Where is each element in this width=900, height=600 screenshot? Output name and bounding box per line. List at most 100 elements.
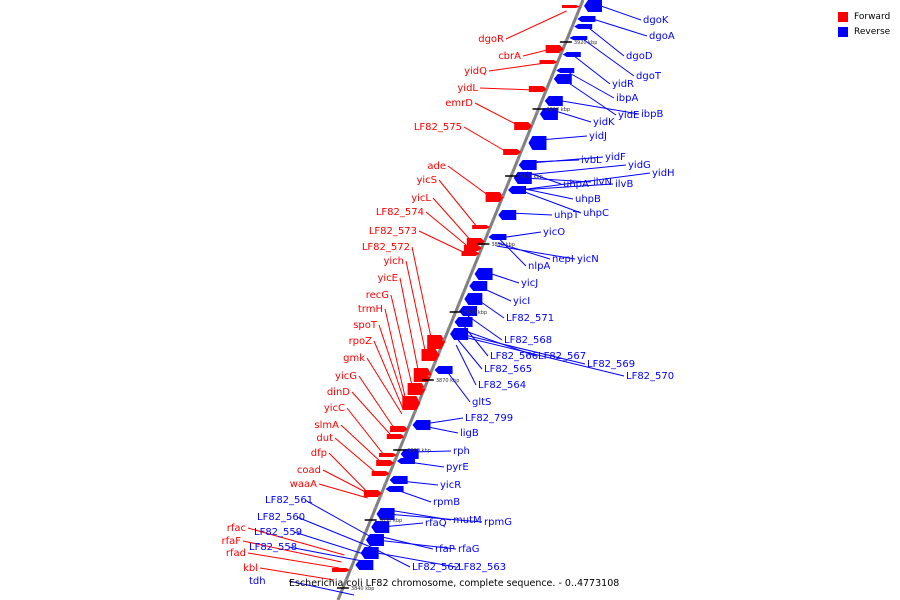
leader-lf82-572 xyxy=(411,246,433,342)
reverse-feature-4 xyxy=(562,52,581,57)
gene-label-emrd: emrD xyxy=(445,98,473,109)
leader-rfag xyxy=(376,539,457,550)
leader-ade xyxy=(447,165,491,198)
leader-yico xyxy=(499,231,542,239)
gene-label-yidq: yidQ xyxy=(464,66,487,77)
gene-label-yicc: yicC xyxy=(324,403,345,414)
gene-label-ligb: ligB xyxy=(460,428,479,439)
gene-label-slma: slmA xyxy=(314,420,339,431)
gene-label-rfag: rfaG xyxy=(458,544,480,555)
leader-lf82-574 xyxy=(425,211,471,249)
gene-label-yice: yicE xyxy=(377,273,398,284)
leader-pyre xyxy=(408,461,445,468)
gene-label-lf82-574: LF82_574 xyxy=(376,207,424,218)
leader-yici xyxy=(479,286,512,302)
reverse-feature-22 xyxy=(412,420,431,430)
scale-label: 3920 kbp xyxy=(574,40,598,46)
reverse-feature-20 xyxy=(450,328,469,340)
leader-yidr xyxy=(573,55,611,85)
gene-label-uhpa: uhpA xyxy=(563,179,589,190)
gene-label-dgok: dgoK xyxy=(643,15,669,26)
gene-label-dgor: dgoR xyxy=(478,34,504,45)
gene-label-lf82-564: LF82_564 xyxy=(478,380,526,391)
leader-lf82-566 xyxy=(463,325,489,357)
leader-rpmg xyxy=(387,513,483,523)
leader-yics xyxy=(438,179,479,229)
leader-yicg xyxy=(358,375,396,431)
reverse-feature-15 xyxy=(474,268,493,280)
legend-forward-label: Forward xyxy=(854,11,891,22)
gene-label-lf82-561: LF82_561 xyxy=(265,495,313,506)
leader-lf82-561 xyxy=(304,499,377,541)
leader-lf82-564 xyxy=(455,344,477,386)
leader-yicl xyxy=(432,197,473,243)
leader-yice xyxy=(399,277,420,374)
leader-glts xyxy=(445,369,471,403)
gene-label-yicl: yicL xyxy=(411,193,431,204)
leader-rfad xyxy=(247,552,340,569)
leader-uhpt xyxy=(510,212,553,216)
gene-label-lf82-573: LF82_573 xyxy=(369,226,417,237)
leader-kbl xyxy=(259,567,335,581)
gene-label-dut: dut xyxy=(316,433,333,444)
gene-label-recg: recG xyxy=(366,290,389,301)
gene-label-yich: yich xyxy=(383,256,404,267)
gene-label-dgoa: dgoA xyxy=(649,31,675,42)
leader-lf82-569 xyxy=(460,333,586,365)
gene-label-lf82-568: LF82_568 xyxy=(504,335,552,346)
gene-label-uhpc: uhpC xyxy=(583,208,609,219)
reverse-feature-27 xyxy=(376,508,395,520)
gene-label-lf82-558: LF82_558 xyxy=(249,542,297,553)
leader-dgor xyxy=(505,10,567,40)
forward-feature-5 xyxy=(503,149,522,155)
reverse-feature-6 xyxy=(553,74,572,84)
forward-feature-22 xyxy=(332,568,351,572)
gene-label-yide: yidE xyxy=(618,110,639,121)
leader-recg xyxy=(390,294,414,389)
gene-label-ilvb: ilvB xyxy=(615,179,633,190)
leader-yidq xyxy=(488,62,546,72)
leader-slma xyxy=(340,424,383,464)
gene-label-yici: yicI xyxy=(513,296,530,307)
leader-yidg xyxy=(525,164,627,176)
gene-label-yidj: yidJ xyxy=(589,131,607,142)
scale-label: 3840 kbp xyxy=(351,586,375,592)
leader-lf82-558 xyxy=(288,546,368,563)
gene-label-yicn: yicN xyxy=(577,254,599,265)
leader-uhpb xyxy=(520,187,574,200)
leader-ivbl xyxy=(530,159,580,163)
leader-yidl xyxy=(479,87,535,91)
gene-label-yidh: yidH xyxy=(652,168,675,179)
leader-uhpa xyxy=(526,171,562,185)
gene-label-nepi: nepI xyxy=(552,254,574,265)
leader-ibpb xyxy=(556,99,640,115)
leader-rfaf xyxy=(242,540,342,563)
leader-dut xyxy=(334,437,378,475)
leader-trmh xyxy=(384,308,407,404)
forward-feature-21 xyxy=(363,490,382,497)
forward-feature-3 xyxy=(528,86,547,92)
leader-yicc xyxy=(346,407,386,457)
reverse-feature-31 xyxy=(355,560,374,570)
gene-label-rpmg: rpmG xyxy=(484,517,512,528)
leader-rph xyxy=(412,450,452,453)
leader-lf82-573 xyxy=(418,230,468,255)
reverse-feature-8 xyxy=(539,108,558,120)
gene-label-uhpb: uhpB xyxy=(575,194,601,205)
scale-label: 3860 kbp xyxy=(407,448,431,454)
forward-swatch xyxy=(838,11,848,22)
gene-label-dgot: dgoT xyxy=(636,71,662,82)
scale-label: 3900 kbp xyxy=(519,174,543,180)
leader-dgod xyxy=(586,25,625,57)
gene-label-lf82-567: LF82_567 xyxy=(538,351,586,362)
leader-yicn xyxy=(496,245,576,260)
gene-label-lf82-566: LF82_566 xyxy=(490,351,538,362)
leader-rpoz xyxy=(373,340,405,411)
gene-label-lf82-559: LF82_559 xyxy=(254,527,302,538)
scale-label: 3850 kbp xyxy=(379,518,403,524)
legend-forward: Forward xyxy=(838,9,890,24)
leader-coad xyxy=(322,469,370,495)
reverse-feature-30 xyxy=(360,547,379,559)
gene-label-coad: coad xyxy=(297,465,321,476)
